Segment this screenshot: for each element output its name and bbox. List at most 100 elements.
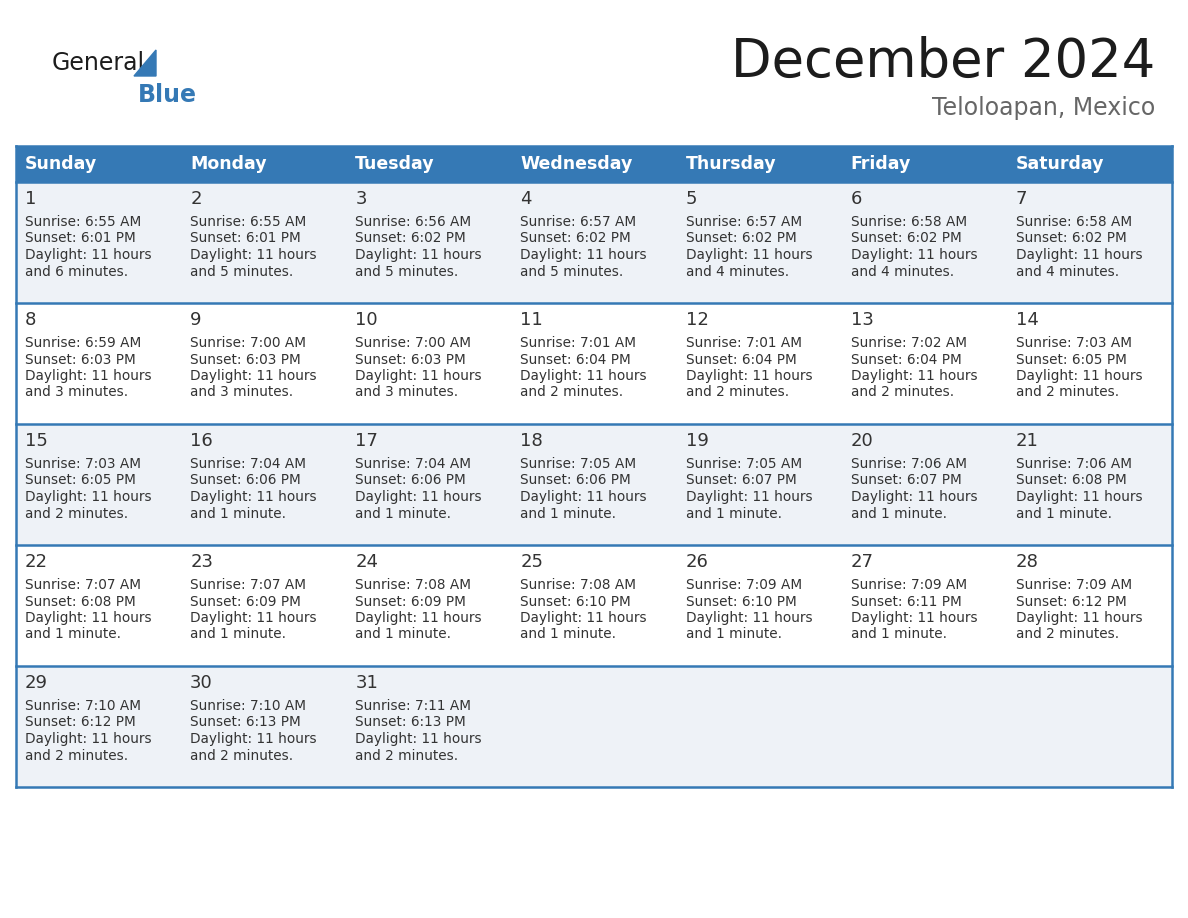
Text: Sunset: 6:03 PM: Sunset: 6:03 PM [355,353,466,366]
Text: and 2 minutes.: and 2 minutes. [520,386,624,399]
Text: Sunrise: 7:03 AM: Sunrise: 7:03 AM [25,457,141,471]
Text: 16: 16 [190,432,213,450]
Text: 30: 30 [190,674,213,692]
Text: Sunset: 6:04 PM: Sunset: 6:04 PM [685,353,796,366]
Text: Sunrise: 7:09 AM: Sunrise: 7:09 AM [685,578,802,592]
Text: Sunset: 6:05 PM: Sunset: 6:05 PM [1016,353,1126,366]
Text: Daylight: 11 hours: Daylight: 11 hours [25,248,152,262]
Text: Daylight: 11 hours: Daylight: 11 hours [1016,490,1143,504]
Text: 28: 28 [1016,553,1038,571]
Text: Sunrise: 7:01 AM: Sunrise: 7:01 AM [520,336,637,350]
Text: Daylight: 11 hours: Daylight: 11 hours [25,732,152,746]
Text: Sunset: 6:04 PM: Sunset: 6:04 PM [520,353,631,366]
Text: 24: 24 [355,553,378,571]
Text: Sunrise: 7:05 AM: Sunrise: 7:05 AM [520,457,637,471]
Text: and 2 minutes.: and 2 minutes. [190,748,293,763]
Text: Daylight: 11 hours: Daylight: 11 hours [25,369,152,383]
Text: Sunset: 6:13 PM: Sunset: 6:13 PM [355,715,466,730]
Text: Sunrise: 7:09 AM: Sunrise: 7:09 AM [851,578,967,592]
Text: Sunrise: 7:10 AM: Sunrise: 7:10 AM [25,699,141,713]
Text: and 2 minutes.: and 2 minutes. [1016,386,1119,399]
Text: Sunrise: 6:57 AM: Sunrise: 6:57 AM [520,215,637,229]
Text: and 1 minute.: and 1 minute. [520,507,617,521]
Text: 18: 18 [520,432,543,450]
Text: Daylight: 11 hours: Daylight: 11 hours [355,732,482,746]
Text: and 5 minutes.: and 5 minutes. [520,264,624,278]
Text: 25: 25 [520,553,543,571]
Text: Sunset: 6:06 PM: Sunset: 6:06 PM [355,474,466,487]
Polygon shape [134,50,156,76]
Text: Sunrise: 7:04 AM: Sunrise: 7:04 AM [190,457,307,471]
Bar [346,146,511,182]
Text: 8: 8 [25,311,37,329]
Text: Monday: Monday [190,155,267,173]
Text: Daylight: 11 hours: Daylight: 11 hours [1016,369,1143,383]
Text: 5: 5 [685,190,697,208]
Text: 11: 11 [520,311,543,329]
Text: Sunrise: 7:07 AM: Sunrise: 7:07 AM [190,578,307,592]
Text: and 1 minute.: and 1 minute. [25,628,121,642]
Text: Daylight: 11 hours: Daylight: 11 hours [1016,248,1143,262]
Text: Sunset: 6:09 PM: Sunset: 6:09 PM [355,595,466,609]
Text: Sunset: 6:10 PM: Sunset: 6:10 PM [520,595,631,609]
Text: Daylight: 11 hours: Daylight: 11 hours [685,248,813,262]
Text: and 2 minutes.: and 2 minutes. [1016,628,1119,642]
Text: Blue: Blue [138,83,197,107]
Text: Thursday: Thursday [685,155,776,173]
Text: Tuesday: Tuesday [355,155,435,173]
Text: Daylight: 11 hours: Daylight: 11 hours [851,611,978,625]
Text: Sunrise: 7:00 AM: Sunrise: 7:00 AM [190,336,307,350]
Text: 13: 13 [851,311,873,329]
Text: 15: 15 [25,432,48,450]
Text: 6: 6 [851,190,862,208]
Text: Sunrise: 6:58 AM: Sunrise: 6:58 AM [1016,215,1132,229]
Text: Sunrise: 7:06 AM: Sunrise: 7:06 AM [1016,457,1132,471]
Text: Sunrise: 7:04 AM: Sunrise: 7:04 AM [355,457,472,471]
Bar [677,146,842,182]
Text: 21: 21 [1016,432,1038,450]
Text: 1: 1 [25,190,37,208]
Text: Sunset: 6:02 PM: Sunset: 6:02 PM [685,231,796,245]
Text: and 2 minutes.: and 2 minutes. [685,386,789,399]
Text: and 3 minutes.: and 3 minutes. [25,386,128,399]
Text: and 4 minutes.: and 4 minutes. [1016,264,1119,278]
Text: Daylight: 11 hours: Daylight: 11 hours [520,490,647,504]
Text: Daylight: 11 hours: Daylight: 11 hours [520,611,647,625]
Text: Daylight: 11 hours: Daylight: 11 hours [190,490,317,504]
Text: 2: 2 [190,190,202,208]
Text: Sunrise: 6:59 AM: Sunrise: 6:59 AM [25,336,141,350]
Text: Sunrise: 7:03 AM: Sunrise: 7:03 AM [1016,336,1132,350]
Bar [15,424,1173,545]
Text: Friday: Friday [851,155,911,173]
Text: and 1 minute.: and 1 minute. [520,628,617,642]
Text: 14: 14 [1016,311,1038,329]
Text: Daylight: 11 hours: Daylight: 11 hours [190,611,317,625]
Text: 29: 29 [25,674,48,692]
Bar [15,146,181,182]
Text: 9: 9 [190,311,202,329]
Text: and 1 minute.: and 1 minute. [355,628,451,642]
Text: Sunrise: 7:10 AM: Sunrise: 7:10 AM [190,699,307,713]
Text: and 2 minutes.: and 2 minutes. [25,507,128,521]
Text: Daylight: 11 hours: Daylight: 11 hours [520,369,647,383]
Text: Daylight: 11 hours: Daylight: 11 hours [851,490,978,504]
Text: Sunset: 6:05 PM: Sunset: 6:05 PM [25,474,135,487]
Text: Sunset: 6:13 PM: Sunset: 6:13 PM [190,715,301,730]
Text: Sunrise: 7:08 AM: Sunrise: 7:08 AM [520,578,637,592]
Text: Daylight: 11 hours: Daylight: 11 hours [851,369,978,383]
Text: Sunrise: 6:58 AM: Sunrise: 6:58 AM [851,215,967,229]
Text: Sunrise: 7:00 AM: Sunrise: 7:00 AM [355,336,472,350]
Text: and 3 minutes.: and 3 minutes. [355,386,459,399]
Text: Daylight: 11 hours: Daylight: 11 hours [355,248,482,262]
Text: and 1 minute.: and 1 minute. [190,507,286,521]
Text: 19: 19 [685,432,708,450]
Text: 23: 23 [190,553,213,571]
Text: Sunset: 6:11 PM: Sunset: 6:11 PM [851,595,961,609]
Text: Sunset: 6:06 PM: Sunset: 6:06 PM [520,474,631,487]
Text: Sunrise: 7:07 AM: Sunrise: 7:07 AM [25,578,141,592]
Text: and 5 minutes.: and 5 minutes. [355,264,459,278]
Text: Sunrise: 7:09 AM: Sunrise: 7:09 AM [1016,578,1132,592]
Text: Wednesday: Wednesday [520,155,633,173]
Text: and 1 minute.: and 1 minute. [1016,507,1112,521]
Text: 27: 27 [851,553,873,571]
